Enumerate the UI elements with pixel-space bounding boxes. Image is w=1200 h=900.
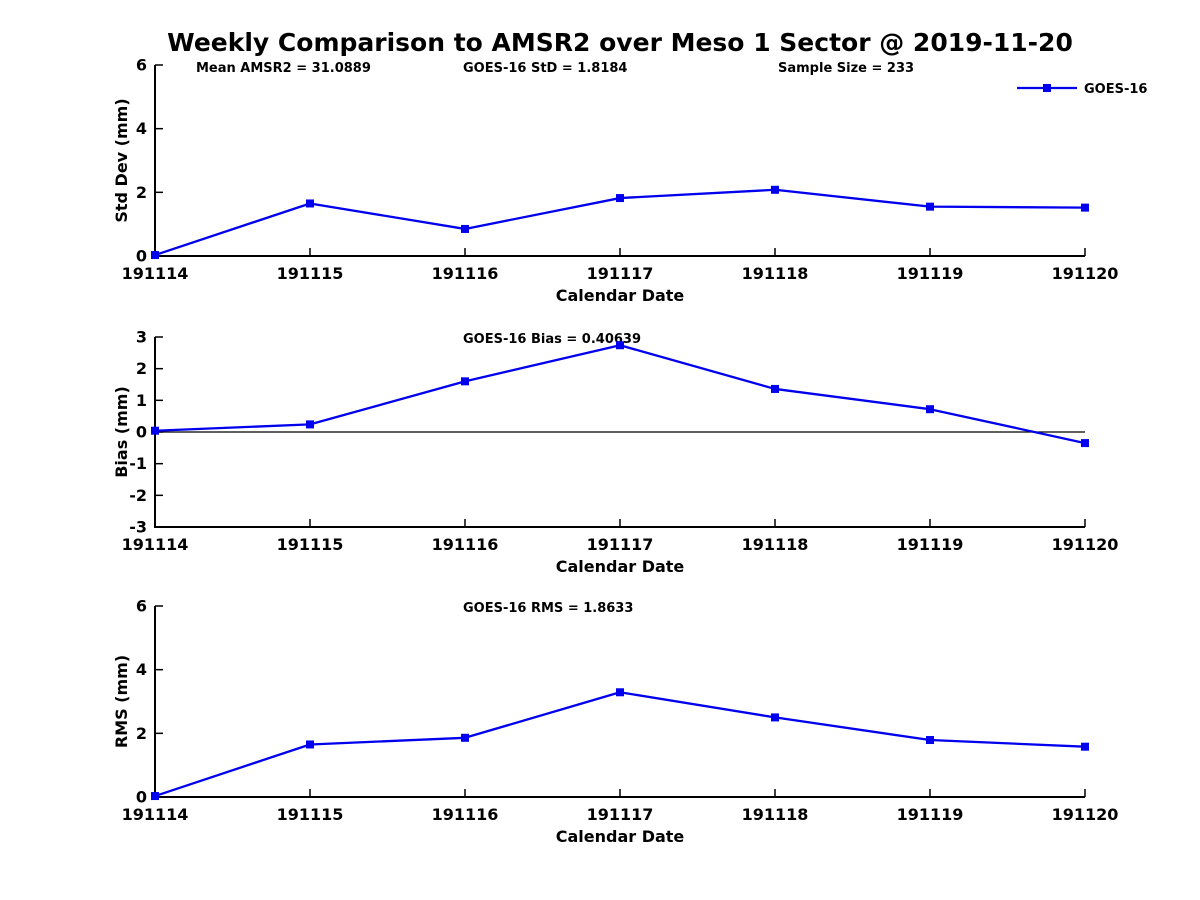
series-line-goes-16 bbox=[154, 691, 1086, 798]
data-point-marker bbox=[1081, 203, 1089, 212]
y-tick-label: 2 bbox=[136, 724, 147, 743]
x-tick-label: 191118 bbox=[742, 264, 809, 283]
annotation-goes16-rms: GOES-16 RMS = 1.8633 bbox=[463, 601, 633, 616]
x-axis-title-bias: Calendar Date bbox=[556, 557, 685, 576]
x-tick-label: 191119 bbox=[897, 805, 964, 824]
data-point-marker bbox=[461, 377, 469, 386]
x-tick-label: 191119 bbox=[897, 264, 964, 283]
y-tick-label: 0 bbox=[136, 788, 147, 807]
x-tick-label: 191120 bbox=[1052, 805, 1119, 824]
annotation-sample-size: Sample Size = 233 bbox=[778, 61, 914, 76]
data-point-marker bbox=[306, 420, 314, 429]
subplot-bias: GOES-16 Bias = 0.40639 Bias (mm) Calenda… bbox=[112, 328, 1118, 577]
x-tick-label: 191119 bbox=[897, 535, 964, 554]
y-tick-label: -3 bbox=[129, 518, 147, 537]
y-tick-label: -1 bbox=[129, 454, 147, 473]
data-point-marker bbox=[771, 185, 779, 194]
data-point-marker bbox=[926, 202, 934, 211]
series-line-goes-16 bbox=[154, 344, 1086, 445]
data-point-marker bbox=[926, 736, 934, 745]
y-axis-title-stddev: Std Dev (mm) bbox=[112, 98, 131, 222]
data-point-marker bbox=[461, 224, 469, 233]
x-tick-label: 191115 bbox=[277, 264, 344, 283]
x-axis-title-stddev: Calendar Date bbox=[556, 286, 685, 305]
y-tick-label: 2 bbox=[136, 183, 147, 202]
x-tick-label: 191116 bbox=[432, 535, 499, 554]
data-point-marker bbox=[771, 384, 779, 393]
x-tick-label: 191116 bbox=[432, 805, 499, 824]
x-tick-label: 191118 bbox=[742, 805, 809, 824]
data-point-marker bbox=[616, 341, 624, 350]
x-tick-label: 191115 bbox=[277, 805, 344, 824]
y-axis-title-rms: RMS (mm) bbox=[112, 655, 131, 748]
subplot-stddev: Mean AMSR2 = 31.0889 GOES-16 StD = 1.818… bbox=[112, 56, 1118, 306]
y-tick-label: 0 bbox=[136, 423, 147, 442]
y-tick-label: 2 bbox=[136, 359, 147, 378]
figure-title: Weekly Comparison to AMSR2 over Meso 1 S… bbox=[167, 28, 1073, 57]
data-point-marker bbox=[306, 740, 314, 749]
data-point-marker bbox=[616, 194, 624, 203]
data-point-marker bbox=[306, 199, 314, 208]
y-tick-label: -2 bbox=[129, 486, 147, 505]
data-point-marker bbox=[1081, 439, 1089, 448]
y-tick-label: 3 bbox=[136, 328, 147, 347]
data-point-marker bbox=[926, 405, 934, 414]
y-tick-label: 4 bbox=[136, 119, 147, 138]
x-tick-label: 191114 bbox=[122, 264, 189, 283]
y-tick-label: 6 bbox=[136, 597, 147, 616]
data-point-marker bbox=[771, 713, 779, 722]
legend-marker bbox=[1043, 84, 1051, 92]
legend-label: GOES-16 bbox=[1084, 82, 1147, 97]
annotation-goes16-bias: GOES-16 Bias = 0.40639 bbox=[463, 332, 641, 347]
y-tick-label: 6 bbox=[136, 56, 147, 75]
data-point-marker bbox=[151, 251, 159, 260]
x-axis-title-rms: Calendar Date bbox=[556, 827, 685, 846]
data-point-marker bbox=[461, 733, 469, 742]
x-tick-label: 191114 bbox=[122, 805, 189, 824]
x-tick-label: 191117 bbox=[587, 805, 654, 824]
x-tick-label: 191114 bbox=[122, 535, 189, 554]
data-point-marker bbox=[151, 792, 159, 801]
x-tick-label: 191120 bbox=[1052, 264, 1119, 283]
annotation-mean-amsr2: Mean AMSR2 = 31.0889 bbox=[196, 61, 371, 76]
x-tick-label: 191115 bbox=[277, 535, 344, 554]
x-tick-label: 191120 bbox=[1052, 535, 1119, 554]
x-tick-label: 191118 bbox=[742, 535, 809, 554]
y-tick-label: 4 bbox=[136, 660, 147, 679]
subplot-rms: GOES-16 RMS = 1.8633 RMS (mm) Calendar D… bbox=[112, 597, 1118, 847]
data-point-marker bbox=[616, 688, 624, 697]
y-tick-label: 0 bbox=[136, 247, 147, 266]
x-tick-label: 191117 bbox=[587, 264, 654, 283]
x-tick-label: 191117 bbox=[587, 535, 654, 554]
annotation-goes16-std: GOES-16 StD = 1.8184 bbox=[463, 61, 627, 76]
y-tick-label: 1 bbox=[136, 391, 147, 410]
x-tick-label: 191116 bbox=[432, 264, 499, 283]
y-axis-title-bias: Bias (mm) bbox=[112, 386, 131, 478]
legend: GOES-16 bbox=[1017, 82, 1147, 97]
data-point-marker bbox=[1081, 742, 1089, 751]
data-point-marker bbox=[151, 426, 159, 435]
